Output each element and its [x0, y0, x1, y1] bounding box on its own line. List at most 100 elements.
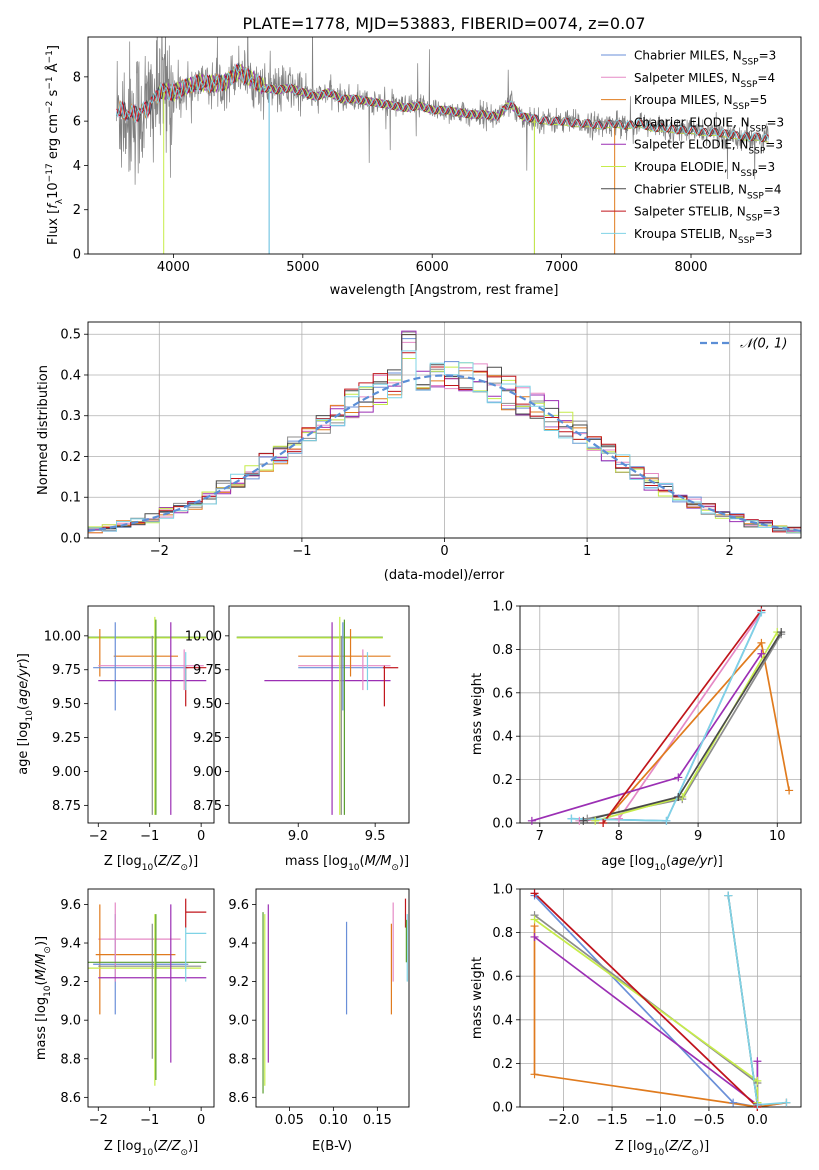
label-part: SSP [741, 80, 758, 90]
y-axis-label: mass weight [470, 673, 485, 755]
x-tick-label: −2 [89, 829, 108, 844]
y-tick-label: 0.6 [492, 686, 513, 701]
label-part: =4 [757, 71, 775, 85]
y-tick-label: 9.6 [228, 898, 249, 913]
axes-spectrum: 4000 5000 6000 7000 8000 0 2 4 6 8 wavelength [Ang… [45, 36, 802, 298]
y-tick-label: 0.0 [60, 532, 81, 547]
weight-line-salpeter-elodie [531, 653, 763, 822]
axes-frame [519, 888, 802, 1108]
label-part: SSP [746, 214, 763, 224]
x-tick-label: 0.15 [363, 1113, 392, 1128]
x-axis-label: mass [log10(M/M⊙)] [285, 854, 409, 873]
y-tick-label: 9.2 [228, 975, 249, 990]
label-part: ( [34, 980, 49, 985]
label-part: )] [188, 854, 198, 869]
weight-marker [567, 814, 576, 823]
x-tick-label: 8000 [674, 260, 707, 275]
x-axis-label: (data-model)/error [384, 568, 505, 583]
label-part: mass [log [285, 854, 348, 869]
label-part: 10 [348, 863, 360, 873]
label-part: =3 [766, 115, 784, 129]
weight-marker [579, 816, 588, 825]
label-part: ( [360, 854, 365, 869]
x-tick-label: 0.0 [747, 1113, 768, 1128]
weight-marker [753, 1076, 762, 1085]
plot-area [88, 898, 207, 1086]
x-axis-label: Z [log10(Z/Z⊙)] [104, 854, 198, 873]
weight-marker [674, 792, 683, 801]
y-axis-label: mass weight [470, 957, 485, 1039]
y-tick-label: 0.4 [492, 1013, 513, 1028]
x-tick-label: −2 [150, 544, 169, 559]
y-tick-label: 0.0 [492, 1101, 513, 1116]
x-axis-label: Z [log10(Z/Z⊙)] [615, 1139, 709, 1158]
model-line-kroupa-stelib [116, 64, 770, 142]
label-part: ⊙ [180, 1148, 188, 1158]
label-part: M/M [365, 854, 392, 869]
y-tick-label: 2 [73, 203, 81, 218]
y-tick-label: 9.2 [60, 975, 81, 990]
label-part: SSP [738, 236, 755, 246]
y-tick-label: 9.4 [228, 937, 249, 952]
weight-marker [785, 786, 794, 795]
y-axis-label: mass [log10(M/M⊙)] [34, 936, 53, 1060]
y-tick-label: 1.0 [492, 600, 513, 615]
x-axis-label: Z [log10(Z/Z⊙)] [104, 1139, 198, 1158]
label-part: Å [45, 63, 61, 76]
weight-marker [777, 628, 786, 637]
y-axis-label: Normed distribution [36, 365, 51, 495]
y-tick-label: 9.00 [52, 765, 81, 780]
weight-marker [583, 814, 592, 823]
x-tick-label: −2 [89, 1113, 108, 1128]
axes-residuals: −2 −1 0 1 2 0.0 0.1 0.2 0.3 0.4 0.5 (data-model)/er… [36, 321, 802, 583]
histogram-salpeter-stelib [88, 352, 801, 533]
weight-line-chabrier-elodie [587, 633, 782, 820]
x-axis-label: E(B-V) [312, 1139, 352, 1154]
label-part: SSP [747, 191, 764, 201]
y-tick-label: 0.3 [60, 409, 81, 424]
x-tick-label: −0.5 [693, 1113, 725, 1128]
label-part: age [log [601, 854, 654, 869]
plot-area [88, 616, 207, 815]
weight-marker [729, 1098, 738, 1107]
label-part: ( [153, 1139, 158, 1154]
x-tick-label: 2 [726, 544, 734, 559]
x-tick-label: −1.0 [645, 1113, 677, 1128]
label-part: 10 [654, 863, 666, 873]
plot-area [88, 330, 801, 536]
label-part: ( [16, 705, 31, 710]
y-tick-label: 6 [73, 115, 81, 130]
y-tick-label: 8 [73, 70, 81, 85]
y-tick-label: 9.75 [52, 663, 81, 678]
label-part: M/M [34, 954, 49, 981]
label-part: Salpeter ELODIE, N [634, 138, 748, 152]
label-part: )] [713, 854, 723, 869]
axes-age-vs-mass: 9.0 9.5 8.75 9.00 9.25 9.50 9.75 10.00 mass [log… [185, 605, 410, 873]
label-part: ( [664, 1139, 669, 1154]
x-tick-label: 0.05 [275, 1113, 304, 1128]
y-tick-label: 8.8 [60, 1052, 81, 1067]
label-part: ⊙ [180, 863, 188, 873]
plot-area [116, 37, 770, 254]
y-tick-label: 0.8 [492, 926, 513, 941]
x-tick-label: −1 [140, 1113, 159, 1128]
label-part: age [log [16, 722, 31, 775]
label-part: Chabrier ELODIE, N [634, 115, 750, 129]
label-part: Chabrier STELIB, N [634, 182, 747, 196]
label-part: ] [46, 45, 61, 50]
label-part: mass [log [34, 997, 49, 1060]
weight-marker [757, 638, 766, 647]
legend-entry: Kroupa STELIB, NSSP=3 [634, 227, 772, 246]
label-part: −17 [45, 163, 55, 182]
legend-entry: Chabrier MILES, NSSP=3 [634, 49, 776, 68]
label-part: =3 [757, 160, 775, 174]
weight-line-kroupa-miles [602, 641, 790, 823]
weight-marker [599, 819, 608, 827]
label-part: λ [55, 198, 65, 204]
x-axis-label: wavelength [Angstrom, rest frame] [330, 283, 559, 298]
y-tick-label: 0.0 [492, 817, 513, 832]
weight-line-kroupa-stelib [571, 612, 763, 822]
x-tick-label: 1 [583, 544, 591, 559]
